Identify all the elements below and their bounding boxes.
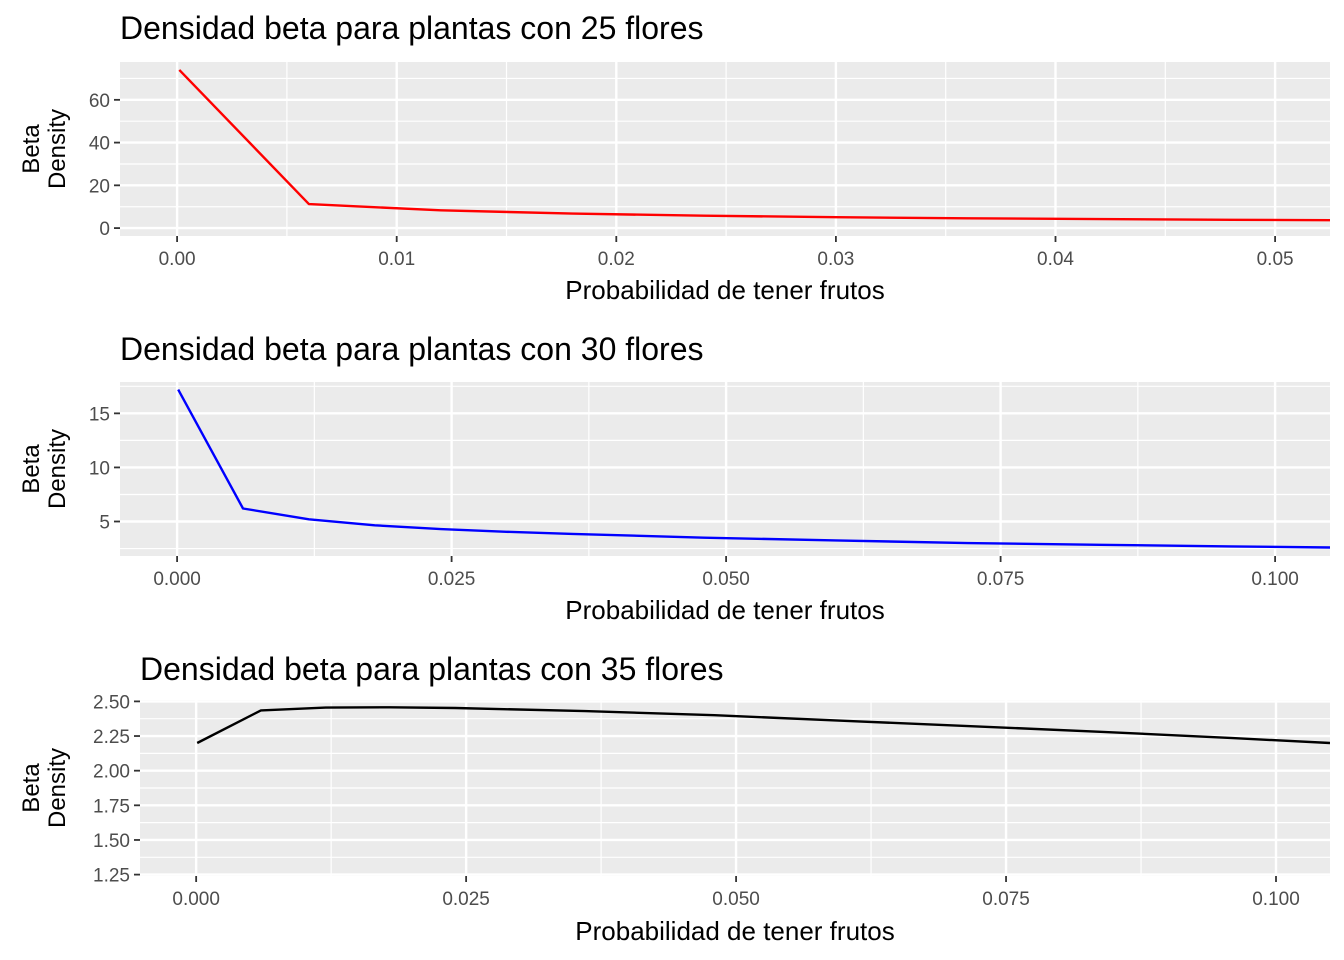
y-axis-label: BetaDensity xyxy=(18,748,71,828)
x-tick-label: 0.100 xyxy=(1251,569,1299,590)
y-tick-label: 40 xyxy=(89,134,110,155)
chart-title: Densidad beta para plantas con 35 flores xyxy=(140,651,724,687)
x-tick-label: 0.050 xyxy=(712,889,760,910)
x-tick-label: 0.050 xyxy=(702,569,750,590)
y-tick-label: 1.75 xyxy=(93,796,130,817)
x-tick-label: 0.03 xyxy=(817,249,854,270)
y-axis-label-line: Beta xyxy=(18,124,45,174)
density-line-3 xyxy=(196,706,1330,745)
x-tick-label: 0.025 xyxy=(428,569,476,590)
y-axis-label-line: Beta xyxy=(18,444,45,494)
chart-title: Densidad beta para plantas con 30 flores xyxy=(120,331,704,367)
y-tick-label: 5 xyxy=(99,513,110,534)
y-axis-label-line: Density xyxy=(44,748,71,828)
y-tick-label: 1.50 xyxy=(93,831,130,852)
y-tick-label: 60 xyxy=(89,91,110,112)
panel-2: 0.000 0.025 0.050 0.075 0.100 5 10 15 Densidad b… xyxy=(18,331,1330,625)
x-tick-label: 0.02 xyxy=(598,249,635,270)
panel-3: 0.000 0.025 0.050 0.075 0.100 1.25 1.50 1.75 2.0… xyxy=(18,651,1330,946)
x-tick-label: 0.00 xyxy=(159,249,196,270)
x-tick-label: 0.025 xyxy=(442,889,490,910)
panel-background xyxy=(120,62,1330,236)
y-tick-label: 0 xyxy=(99,219,110,240)
density-line-1 xyxy=(178,69,1330,222)
x-tick-label: 0.000 xyxy=(153,569,201,590)
x-axis-label: Probabilidad de tener frutos xyxy=(575,916,894,946)
x-tick-label: 0.05 xyxy=(1257,249,1294,270)
y-axis-label-line: Density xyxy=(44,429,71,509)
x-axis-label: Probabilidad de tener frutos xyxy=(565,595,884,625)
y-tick-label: 2.25 xyxy=(93,727,130,748)
chart-title: Densidad beta para plantas con 25 flores xyxy=(120,10,704,46)
y-axis-label: BetaDensity xyxy=(18,429,71,509)
y-tick-label: 1.25 xyxy=(93,866,130,887)
y-axis-label-line: Density xyxy=(44,109,71,189)
y-axis-label: BetaDensity xyxy=(18,109,71,189)
x-tick-label: 0.075 xyxy=(977,569,1025,590)
y-tick-label: 2.00 xyxy=(93,762,130,783)
x-axis-label: Probabilidad de tener frutos xyxy=(565,275,884,305)
y-tick-label: 15 xyxy=(89,404,110,425)
x-tick-label: 0.000 xyxy=(172,889,220,910)
y-axis-label-line: Beta xyxy=(18,763,45,813)
panel-1: 0.00 0.01 0.02 0.03 0.04 0.05 0 20 40 60 Densidad … xyxy=(18,10,1330,305)
x-tick-label: 0.100 xyxy=(1252,889,1300,910)
y-tick-label: 20 xyxy=(89,176,110,197)
y-tick-label: 2.50 xyxy=(93,692,130,713)
y-tick-label: 10 xyxy=(89,458,110,479)
x-tick-label: 0.075 xyxy=(982,889,1030,910)
x-tick-label: 0.01 xyxy=(378,249,415,270)
density-line-2 xyxy=(177,389,1330,549)
x-tick-label: 0.04 xyxy=(1037,249,1074,270)
